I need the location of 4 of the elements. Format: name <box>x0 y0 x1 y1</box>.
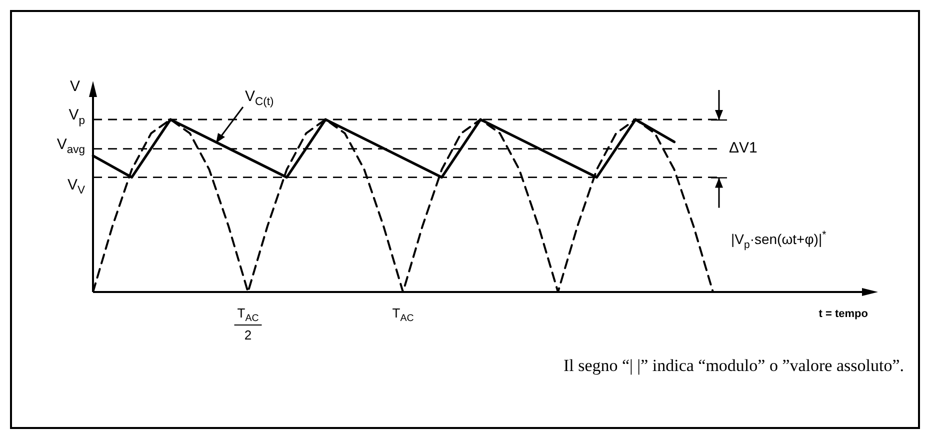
text: Il segno “| |” indica “modulo” o ”valore assoluto”. <box>563 356 904 376</box>
annotation: ΔV1 <box>729 140 758 157</box>
x-axis-title: t = tempo <box>818 308 868 320</box>
y-axis-title: V <box>70 78 80 96</box>
